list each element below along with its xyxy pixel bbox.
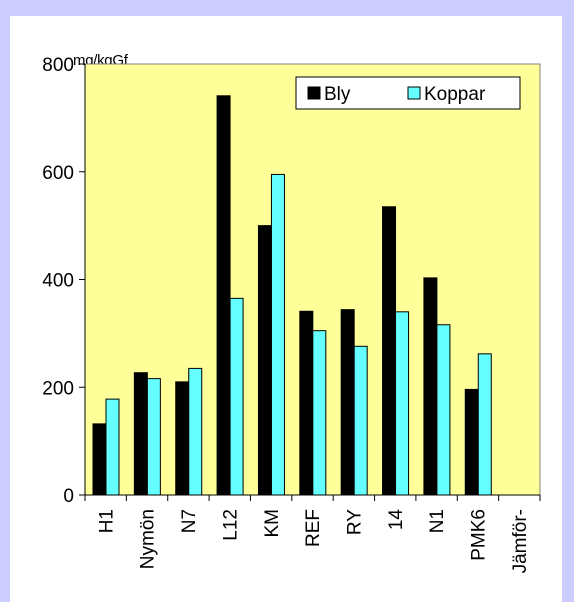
bar-koppar-pmk6 — [477, 353, 492, 496]
bar-koppar-ry — [353, 345, 368, 496]
x-tick-label: Nymön — [138, 509, 159, 569]
bar-koppar-nymön — [146, 378, 161, 496]
y-tick-label: 600 — [42, 163, 74, 184]
bar-koppar-h1 — [105, 398, 120, 496]
bars — [92, 95, 492, 496]
x-tick-label: N1 — [427, 509, 448, 533]
legend-label-koppar: Koppar — [424, 84, 486, 105]
chart-panel: mg/kgGf 0 200 400 600 800 H1 Nymön N7 L12 KM REF R… — [10, 16, 562, 602]
bar-koppar-14 — [395, 311, 410, 496]
bar-koppar-n1 — [436, 324, 451, 496]
y-tick-label: 400 — [42, 271, 74, 292]
bar-koppar-n7 — [188, 367, 203, 496]
x-tick-label: RY — [345, 509, 366, 535]
bar-bly-ry — [340, 309, 355, 496]
y-tick-label: 800 — [42, 55, 74, 76]
bar-bly-pmk6 — [464, 388, 479, 496]
bar-bly-14 — [382, 206, 397, 496]
bar-koppar-l12 — [229, 297, 244, 496]
bar-bly-ref — [299, 310, 314, 496]
x-axis: H1 Nymön N7 L12 KM REF RY 14 N1 PMK6 Jämför- — [84, 494, 541, 573]
bar-koppar-km — [270, 173, 285, 496]
y-tick-label: 0 — [63, 486, 74, 507]
bar-chart: 0 200 400 600 800 H1 Nymön N7 L12 KM REF RY 14 N1 PMK… — [42, 55, 541, 573]
x-tick-label: 14 — [386, 509, 407, 531]
x-tick-label: KM — [262, 509, 283, 538]
x-tick-label: Jämför- — [510, 509, 531, 573]
x-tick-label: PMK6 — [469, 509, 490, 561]
x-tick-label: H1 — [96, 509, 117, 533]
bar-bly-n1 — [423, 277, 438, 496]
bar-bly-l12 — [216, 95, 231, 496]
legend-swatch-bly — [307, 86, 321, 100]
bar-koppar-ref — [312, 330, 327, 496]
x-tick-label: N7 — [179, 509, 200, 533]
bar-bly-n7 — [175, 381, 190, 496]
x-tick-label: REF — [303, 509, 324, 547]
legend-label-bly: Bly — [324, 84, 351, 105]
y-tick-label: 200 — [42, 378, 74, 399]
legend-swatch-koppar — [407, 86, 421, 100]
bar-bly-km — [257, 225, 272, 496]
bar-bly-h1 — [92, 423, 107, 496]
x-tick-label: L12 — [220, 509, 241, 541]
y-axis: 0 200 400 600 800 — [42, 55, 86, 507]
bar-bly-nymön — [133, 372, 148, 496]
legend: Bly Koppar — [295, 76, 521, 110]
